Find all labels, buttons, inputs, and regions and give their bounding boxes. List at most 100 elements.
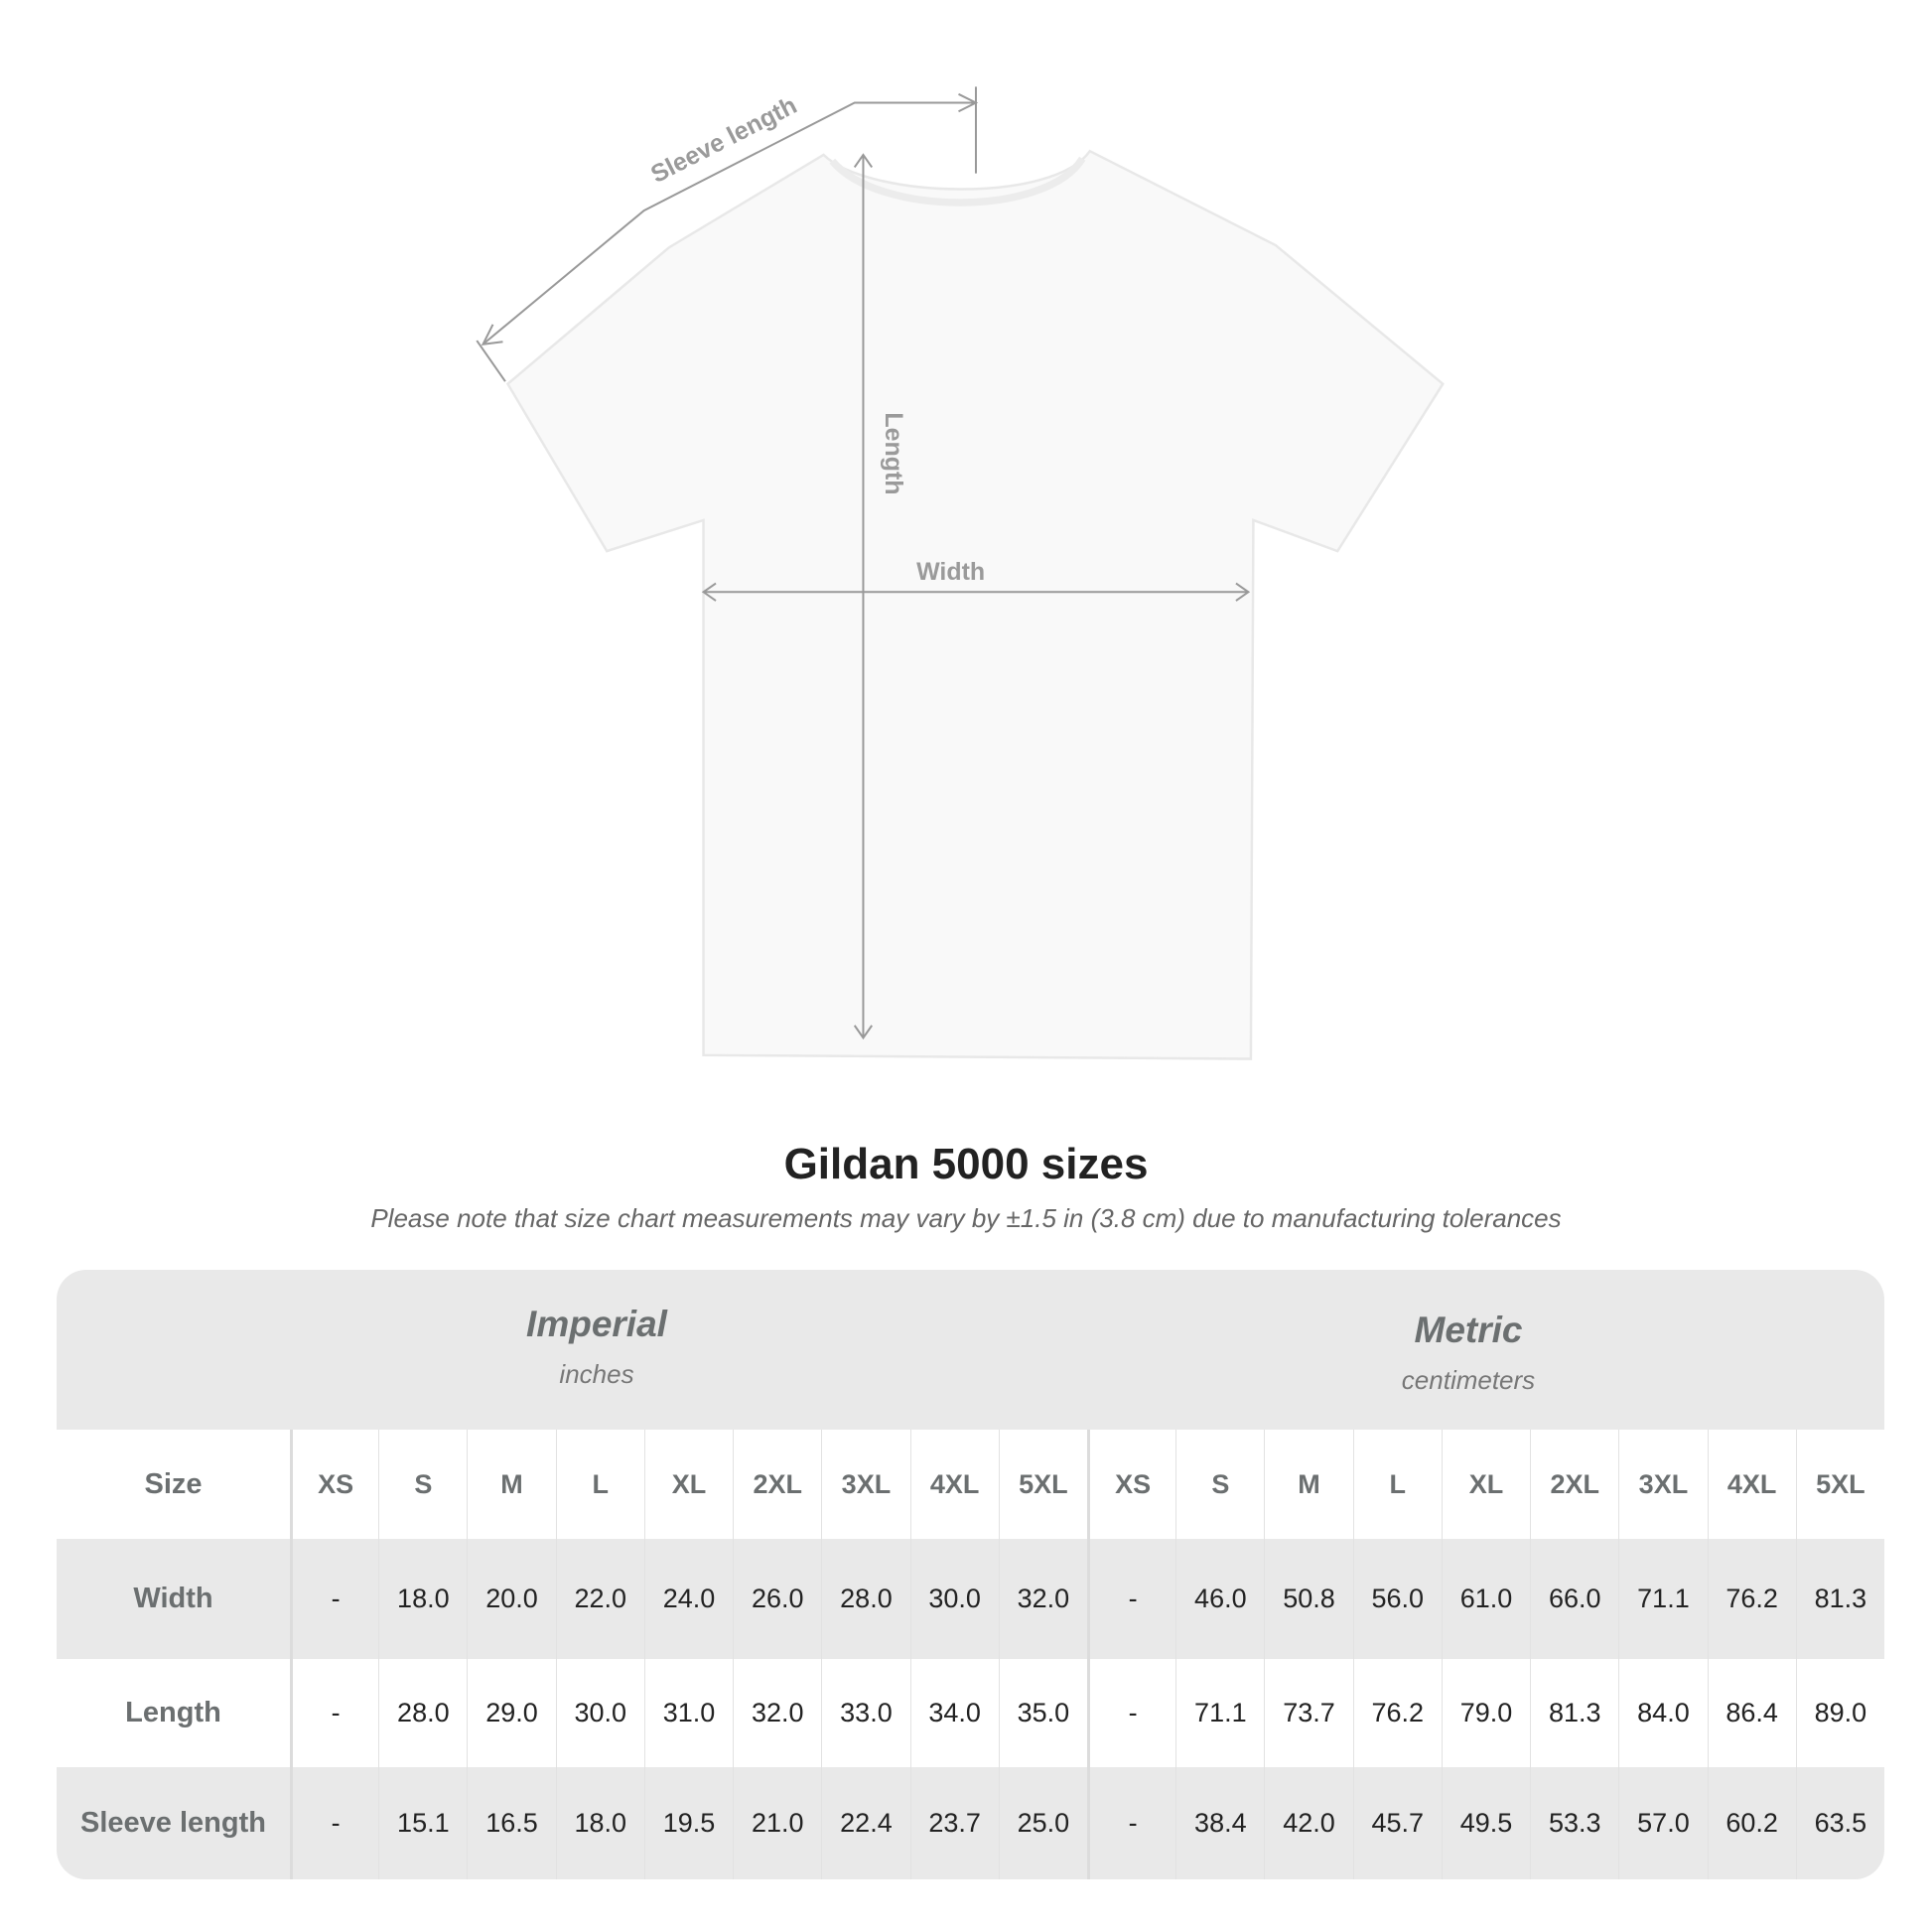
imperial-size-header: S [378,1430,467,1539]
imperial-size-header: M [467,1430,555,1539]
tshirt-outline [505,149,1445,1060]
imperial-value-cell: - [290,1659,378,1767]
imperial-value-cell: 26.0 [733,1539,821,1659]
metric-value-cell: - [1087,1539,1175,1659]
arrow-icon [853,153,874,168]
metric-size-header: 4XL [1707,1430,1796,1539]
metric-value-cell: 73.7 [1264,1659,1352,1767]
collar [829,156,1086,207]
metric-size-header: L [1352,1430,1442,1539]
imperial-value-cell: 20.0 [467,1539,555,1659]
imperial-value-cell: 28.0 [378,1659,467,1767]
sleeve-length-label: Sleeve length [646,91,801,189]
metric-size-header: M [1264,1430,1352,1539]
metric-size-header: 3XL [1618,1430,1707,1539]
metric-size-header: 5XL [1795,1430,1884,1539]
imperial-value-cell: - [290,1539,378,1659]
size-table: Imperial inches Metric centimeters Size X… [57,1270,1884,1879]
metric-size-header: S [1175,1430,1264,1539]
metric-value-cell: 53.3 [1530,1767,1618,1879]
arrow-icon [853,1025,874,1040]
arrow-icon [701,582,717,602]
imperial-size-header: 5XL [998,1430,1087,1539]
imperial-size-header: XS [290,1430,378,1539]
imperial-value-cell: 29.0 [467,1659,555,1767]
imperial-value-cell: 34.0 [909,1659,999,1767]
imperial-size-header: 4XL [909,1430,999,1539]
imperial-value-cell: 30.0 [909,1539,999,1659]
sleeve-measure-tick [476,340,506,382]
metric-value-cell: 89.0 [1795,1659,1884,1767]
imperial-value-cell: 28.0 [821,1539,909,1659]
imperial-unit: inches [559,1359,634,1389]
imperial-value-cell: 32.0 [998,1539,1087,1659]
metric-value-cell: 84.0 [1618,1659,1707,1767]
metric-value-cell: 38.4 [1175,1767,1264,1879]
imperial-value-cell: - [290,1767,378,1879]
sleeve-measure-line [482,101,976,345]
table-row: Width -18.0 20.0 22.0 24.0 26.0 28.0 30.0 32.0-4… [57,1539,1884,1659]
tolerance-note: Please note that size chart measurements… [370,1203,1562,1233]
imperial-value-cell: 15.1 [378,1767,467,1879]
metric-size-header: XL [1441,1430,1530,1539]
imperial-value-cell: 30.0 [555,1659,644,1767]
table-row: Length -28.0 29.0 30.0 31.0 32.0 33.0 34.0 35.0-… [57,1659,1884,1767]
row-label: Sleeve length [80,1807,266,1839]
metric-value-cell: - [1087,1659,1175,1767]
metric-value-cell: 56.0 [1352,1539,1442,1659]
metric-value-cell: 71.1 [1618,1539,1707,1659]
metric-value-cell: 76.2 [1352,1659,1442,1767]
imperial-value-cell: 21.0 [733,1767,821,1879]
imperial-value-cell: 25.0 [998,1767,1087,1879]
arrow-icon [481,324,503,346]
metric-value-cell: 66.0 [1530,1539,1618,1659]
row-label: Length [125,1697,221,1728]
width-label: Width [916,558,985,586]
size-column-label: Size [144,1467,203,1500]
imperial-title: Imperial [526,1304,667,1344]
metric-value-cell: 49.5 [1441,1767,1530,1879]
page-title: Gildan 5000 sizes [783,1140,1149,1188]
metric-value-cell: 45.7 [1352,1767,1442,1879]
metric-value-cell: 71.1 [1175,1659,1264,1767]
size-header-row: Size XS S M L XL 2XL 3XL 4XL 5XL XS S M L XL 2XL 3XL 4XL 5… [57,1430,1884,1539]
imperial-value-cell: 16.5 [467,1767,555,1879]
table-row: Sleeve length -15.1 16.5 18.0 19.5 21.0 22.4 23… [57,1767,1884,1879]
metric-value-cell: - [1087,1767,1175,1879]
metric-value-cell: 60.2 [1707,1767,1796,1879]
arrow-icon [1235,582,1251,602]
metric-value-cell: 63.5 [1795,1767,1884,1879]
metric-unit: centimeters [1401,1365,1536,1395]
imperial-size-header: XL [643,1430,733,1539]
imperial-value-cell: 32.0 [733,1659,821,1767]
metric-value-cell: 81.3 [1795,1539,1884,1659]
imperial-value-cell: 18.0 [378,1539,467,1659]
metric-header: Metric centimeters [1171,1310,1766,1396]
imperial-size-header: 2XL [733,1430,821,1539]
metric-value-cell: 86.4 [1707,1659,1796,1767]
imperial-size-header: L [555,1430,644,1539]
imperial-value-cell: 35.0 [998,1659,1087,1767]
metric-size-header: XS [1087,1430,1175,1539]
arrow-icon [958,92,979,113]
metric-value-cell: 61.0 [1441,1539,1530,1659]
imperial-value-cell: 19.5 [643,1767,733,1879]
imperial-size-header: 3XL [821,1430,909,1539]
imperial-value-cell: 22.4 [821,1767,909,1879]
row-label: Width [133,1583,213,1614]
metric-size-header: 2XL [1530,1430,1618,1539]
metric-value-cell: 50.8 [1264,1539,1352,1659]
length-label: Length [880,412,907,494]
imperial-value-cell: 22.0 [555,1539,644,1659]
imperial-value-cell: 33.0 [821,1659,909,1767]
metric-value-cell: 81.3 [1530,1659,1618,1767]
metric-value-cell: 46.0 [1175,1539,1264,1659]
metric-value-cell: 42.0 [1264,1767,1352,1879]
imperial-value-cell: 31.0 [643,1659,733,1767]
unit-header-band: Imperial inches Metric centimeters [57,1270,1884,1430]
imperial-value-cell: 24.0 [643,1539,733,1659]
metric-value-cell: 57.0 [1618,1767,1707,1879]
metric-title: Metric [1414,1310,1523,1350]
metric-value-cell: 79.0 [1441,1659,1530,1767]
